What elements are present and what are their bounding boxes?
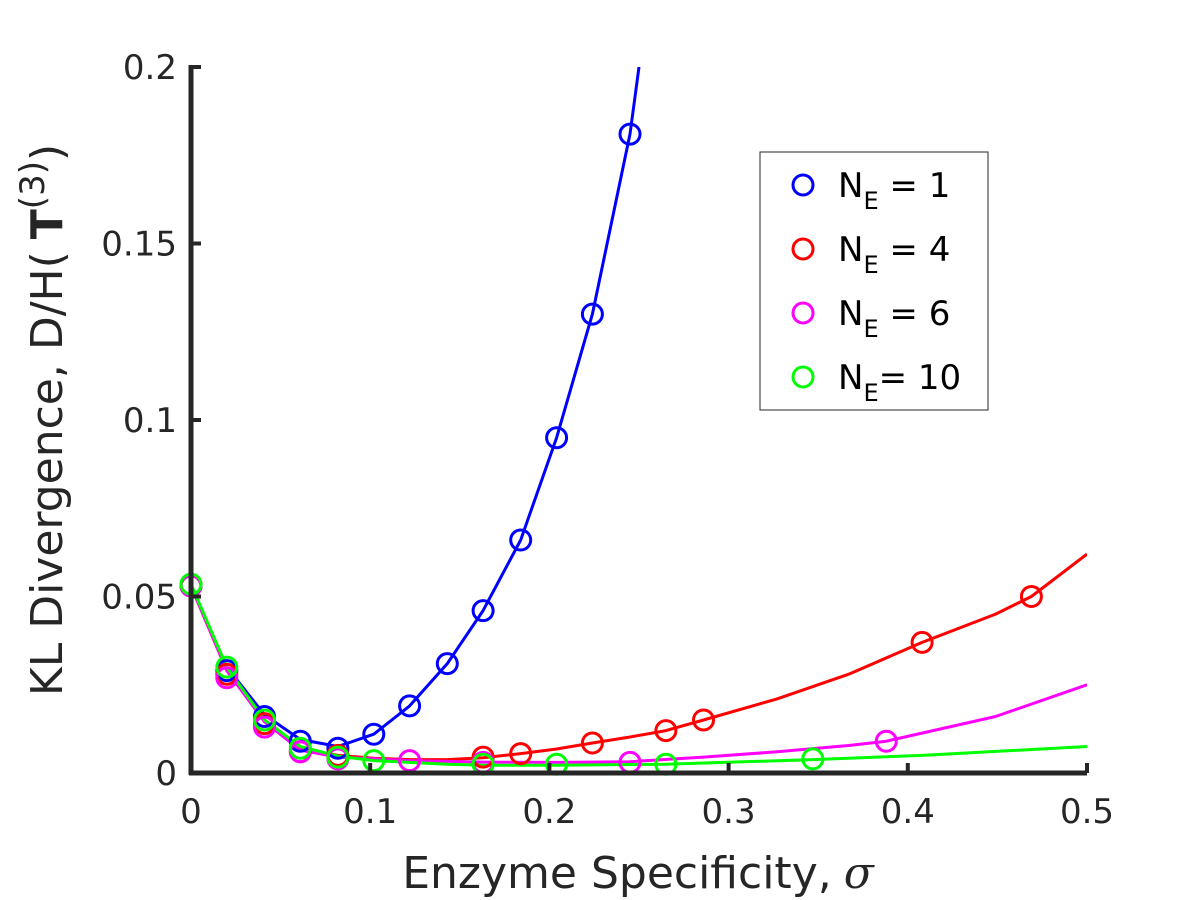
legend-entry-4: NE= 10 (791, 358, 961, 407)
x-tick-label: 0.3 (702, 792, 756, 832)
data-point-s3-9 (874, 729, 898, 753)
data-point-s2-10 (692, 708, 715, 732)
data-point-s1-12 (580, 302, 604, 326)
data-point-s4-3 (253, 708, 276, 732)
x-tick-label: 0.1 (343, 792, 397, 832)
y-tick-label: 0.1 (123, 401, 177, 441)
data-point-s4-5 (326, 745, 350, 769)
series-line-3 (191, 585, 1087, 764)
y-axis-label: KL Divergence, D/H( T(3)) (13, 144, 73, 696)
x-axis-label-symbol: σ (844, 848, 876, 899)
data-point-s1-7 (398, 694, 422, 718)
legend-label: NE = 4 (838, 230, 950, 279)
x-tick-label: 0.4 (881, 792, 935, 832)
legend-entry-1: NE = 1 (791, 166, 950, 215)
series-line-2 (191, 552, 1087, 762)
data-point-s1-10 (509, 528, 533, 552)
series-line-4 (191, 583, 1087, 767)
legend-marker (791, 365, 815, 389)
x-tick-label: 0 (180, 792, 202, 832)
legend: NE = 1 NE = 4 NE = 6 NE= 10 (759, 151, 989, 411)
data-point-s2-7 (509, 742, 533, 766)
legend-label: NE = 1 (838, 166, 950, 215)
data-point-s1-6 (362, 722, 386, 746)
y-tick-label: 0.05 (101, 578, 177, 618)
data-point-s2-9 (654, 719, 678, 743)
data-point-s4-10 (801, 747, 825, 771)
x-axis-label-text: Enzyme Specificity, (402, 848, 832, 899)
legend-label: NE = 6 (838, 294, 950, 343)
legend-entry-3: NE = 6 (791, 294, 950, 343)
series-line-1 (191, 67, 641, 748)
data-point-s3-3 (253, 715, 276, 739)
data-point-s2-8 (580, 731, 604, 755)
y-axis-label-bold: T (22, 209, 73, 239)
x-tick-label: 0.5 (1060, 792, 1114, 832)
legend-marker (791, 301, 815, 325)
data-point-s3-2 (215, 666, 239, 690)
data-point-s2-12 (1019, 585, 1043, 608)
data-point-s1-4 (288, 729, 312, 753)
legend-marker (791, 237, 815, 261)
y-axis-label-sup: (3) (13, 161, 53, 209)
x-tick-label: 0.2 (522, 792, 576, 832)
data-point-s4-4 (288, 736, 312, 760)
y-axis-label-close: ) (22, 144, 73, 161)
legend-marker (791, 173, 815, 197)
legend-entry-2: NE = 4 (791, 230, 950, 279)
data-point-s1-11 (545, 426, 569, 450)
y-tick-label: 0 (155, 754, 177, 794)
y-axis-label-text: KL Divergence, D/H( (22, 251, 73, 696)
data-point-s4-2 (215, 655, 239, 679)
y-tick-label: 0.2 (123, 48, 177, 88)
y-tick-label: 0.15 (101, 225, 177, 265)
data-point-s1-13 (618, 122, 642, 146)
data-point-s1-8 (435, 652, 459, 676)
legend-label: NE= 10 (838, 358, 961, 407)
data-point-s1-9 (471, 599, 495, 623)
ticks: 0 0.1 0.2 0.3 0.4 0.5 0 0.05 0.1 0.15 0.2 (101, 48, 1114, 832)
x-axis-label: Enzyme Specificity, σ (402, 848, 876, 899)
data-point-s1-5 (326, 736, 350, 760)
data-point-s2-11 (910, 630, 934, 654)
